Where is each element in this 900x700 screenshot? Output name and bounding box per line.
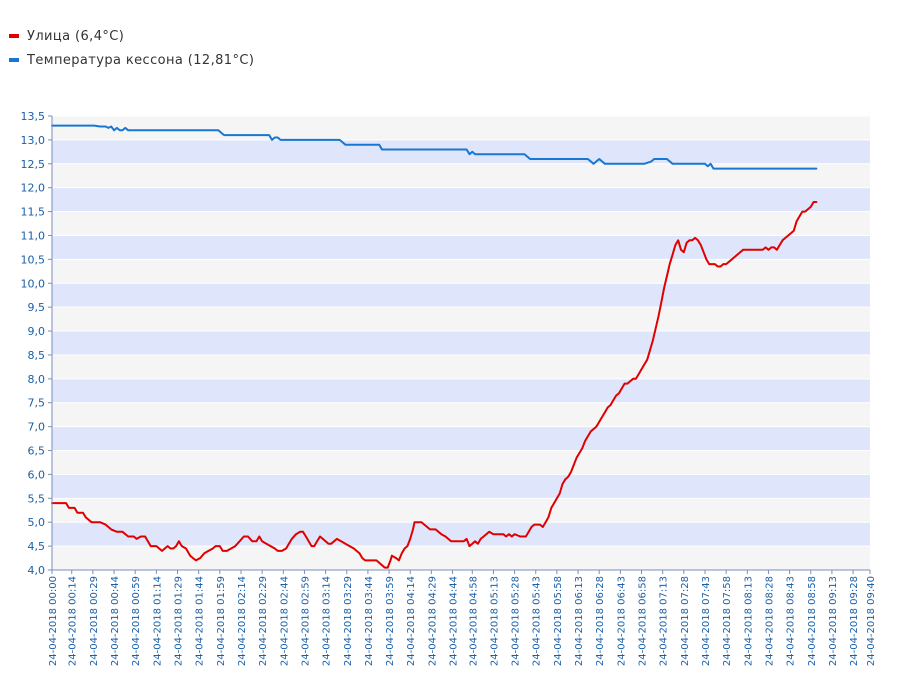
x-tick-label: 24-04-2018 02:14 [237, 576, 248, 666]
y-tick-label: 4,0 [28, 564, 46, 577]
legend-item-street[interactable]: Улица (6,4°C) [8, 24, 254, 48]
legend-swatch-caisson [9, 58, 19, 62]
x-tick-label: 24-04-2018 09:13 [828, 576, 839, 666]
x-tick-label: 24-04-2018 06:58 [638, 576, 649, 666]
plot-band [52, 116, 870, 140]
x-tick-label: 24-04-2018 08:43 [786, 576, 797, 666]
plot-band [52, 498, 870, 523]
x-axis-ticks: 24-04-2018 00:00 24-04-2018 00:14 24-04-20… [48, 570, 877, 666]
plot-band [52, 474, 870, 499]
y-tick-label: 9,5 [28, 301, 46, 314]
legend: Улица (6,4°C) Температура кессона (12,81… [8, 24, 254, 72]
y-tick-label: 13,5 [21, 110, 46, 123]
plot-band [52, 163, 870, 188]
x-tick-label: 24-04-2018 09:40 [866, 576, 877, 666]
plot-band [52, 139, 870, 164]
x-tick-label: 24-04-2018 02:44 [279, 576, 290, 666]
y-tick-label: 5,0 [28, 516, 46, 529]
x-tick-label: 24-04-2018 05:13 [489, 576, 500, 666]
x-tick-label: 24-04-2018 01:14 [152, 576, 163, 666]
y-tick-label: 7,0 [28, 421, 46, 434]
y-tick-label: 5,5 [28, 492, 46, 505]
plot-band [52, 211, 870, 236]
plot-band [52, 426, 870, 451]
x-tick-label: 24-04-2018 03:44 [364, 576, 375, 666]
x-tick-label: 24-04-2018 00:59 [131, 576, 142, 666]
x-tick-label: 24-04-2018 04:29 [427, 576, 438, 666]
x-tick-label: 24-04-2018 07:28 [680, 576, 691, 666]
y-tick-label: 11,0 [21, 229, 46, 242]
series-line-street [51, 201, 818, 569]
x-tick-label: 24-04-2018 06:43 [616, 576, 627, 666]
plot-band [52, 331, 870, 355]
y-tick-label: 9,0 [28, 325, 46, 338]
plot-band [52, 522, 870, 547]
x-tick-label: 24-04-2018 03:29 [343, 576, 354, 666]
y-tick-label: 6,0 [28, 468, 46, 481]
x-tick-label: 24-04-2018 00:14 [68, 576, 79, 666]
x-tick-label: 24-04-2018 07:43 [701, 576, 712, 666]
plot-band [52, 307, 870, 332]
x-tick-label: 24-04-2018 00:29 [89, 576, 100, 666]
x-tick-label: 24-04-2018 09:28 [849, 576, 860, 666]
x-tick-label: 24-04-2018 03:59 [385, 576, 396, 666]
x-tick-label: 24-04-2018 08:13 [743, 576, 754, 666]
x-tick-label: 24-04-2018 04:58 [468, 576, 479, 666]
legend-label-caisson: Температура кессона (12,81°C) [27, 52, 255, 68]
x-tick-label: 24-04-2018 04:14 [406, 576, 417, 666]
axes [51, 116, 870, 571]
x-tick-label: 24-04-2018 07:58 [722, 576, 733, 666]
gridlines [52, 115, 870, 571]
plot-background-bands [52, 116, 870, 570]
x-tick-label: 24-04-2018 05:43 [532, 576, 543, 666]
plot-band [52, 450, 870, 475]
x-tick-label: 24-04-2018 00:44 [110, 576, 121, 666]
x-tick-label: 24-04-2018 04:44 [449, 576, 460, 666]
x-tick-label: 24-04-2018 01:44 [195, 576, 206, 666]
y-tick-label: 10,5 [21, 253, 46, 266]
plot-band [52, 187, 870, 212]
plot-band [52, 283, 870, 308]
y-tick-label: 8,5 [28, 349, 46, 362]
x-tick-label: 24-04-2018 08:58 [807, 576, 818, 666]
legend-swatch-street [9, 34, 19, 38]
x-tick-label: 24-04-2018 06:13 [574, 576, 585, 666]
plot-band [52, 546, 870, 570]
legend-item-caisson[interactable]: Температура кессона (12,81°C) [8, 48, 254, 72]
plot-band [52, 402, 870, 427]
y-tick-label: 7,5 [28, 397, 46, 410]
x-tick-label: 24-04-2018 02:59 [301, 576, 312, 666]
y-tick-label: 12,5 [21, 158, 46, 171]
y-tick-label: 11,5 [21, 206, 46, 219]
legend-label-street: Улица (6,4°C) [27, 28, 125, 44]
y-tick-label: 10,0 [21, 277, 46, 290]
y-tick-label: 6,5 [28, 445, 46, 458]
x-tick-label: 24-04-2018 02:29 [258, 576, 269, 666]
x-tick-label: 24-04-2018 05:28 [511, 576, 522, 666]
y-tick-label: 4,5 [28, 540, 46, 553]
y-tick-label: 8,0 [28, 373, 46, 386]
x-tick-label: 24-04-2018 01:29 [174, 576, 185, 666]
series-group [51, 124, 818, 569]
x-tick-label: 24-04-2018 01:59 [216, 576, 227, 666]
x-tick-label: 24-04-2018 08:28 [765, 576, 776, 666]
y-tick-label: 12,0 [21, 182, 46, 195]
x-tick-label: 24-04-2018 06:28 [595, 576, 606, 666]
x-tick-label: 24-04-2018 07:13 [659, 576, 670, 666]
y-axis-ticks: 4,0 4,5 5,0 5,5 6,0 6,5 7,0 7,5 8,0 8,5 9,0 9,5 10,0… [21, 110, 52, 577]
plot-band [52, 235, 870, 260]
plot-band [52, 259, 870, 284]
x-tick-label: 24-04-2018 00:00 [48, 576, 59, 666]
y-tick-label: 13,0 [21, 134, 46, 147]
x-tick-label: 24-04-2018 03:14 [322, 576, 333, 666]
plot-band [52, 378, 870, 403]
series-line-caisson [51, 124, 818, 170]
plot-band [52, 354, 870, 379]
x-tick-label: 24-04-2018 05:58 [553, 576, 564, 666]
